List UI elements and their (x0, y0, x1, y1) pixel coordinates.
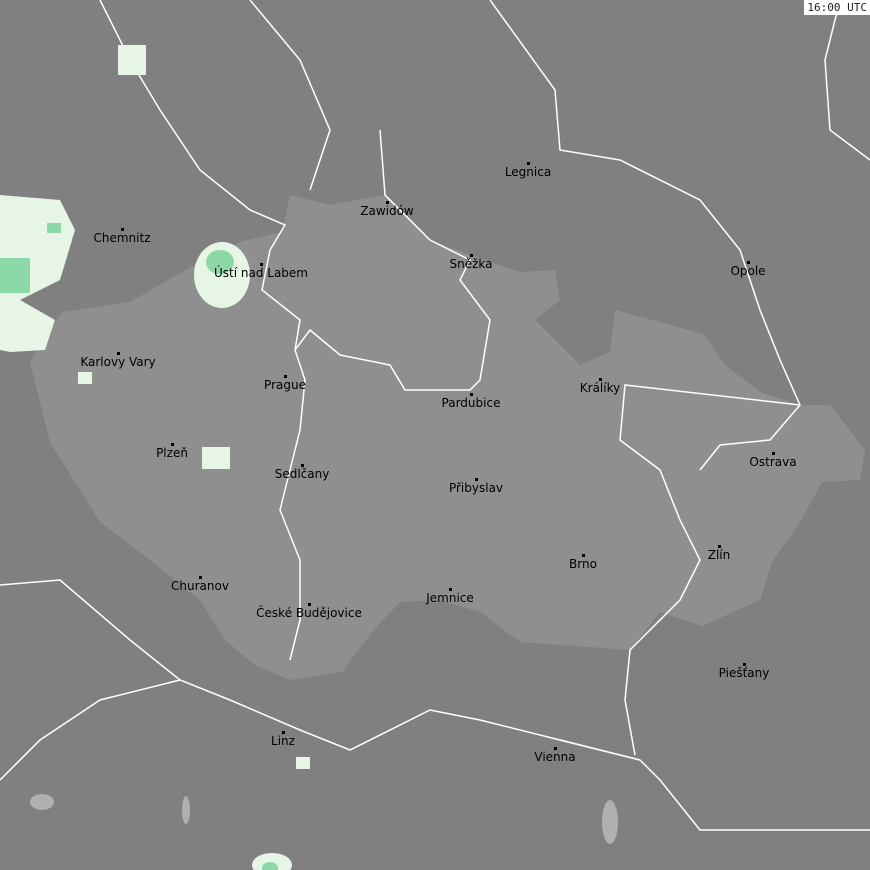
city-marker (747, 261, 750, 264)
borders (0, 0, 870, 831)
city-marker (554, 747, 557, 750)
city-marker (301, 464, 304, 467)
city-marker (772, 452, 775, 455)
city-marker (171, 443, 174, 446)
city-label: Chemnitz (93, 231, 151, 245)
city-marker (282, 731, 285, 734)
city-marker (582, 554, 585, 557)
city-marker (308, 603, 311, 606)
city-marker (470, 393, 473, 396)
city-label: Legnica (504, 165, 552, 179)
city-label: Prague (264, 378, 306, 392)
city-label: Pardubice (441, 396, 501, 410)
timestamp: 16:00 UTC (804, 0, 870, 15)
city-marker (199, 576, 202, 579)
city-marker (386, 201, 389, 204)
city-label: Piešťany (718, 666, 770, 680)
city-marker (121, 228, 124, 231)
city-label: Linz (271, 734, 295, 748)
city-label: Opole (730, 264, 766, 278)
city-label: Vienna (534, 750, 576, 764)
city-label: Zawidów (360, 204, 414, 218)
city-marker (449, 588, 452, 591)
lakes (30, 794, 618, 844)
city-label: Karlovy Vary (80, 355, 156, 369)
city-marker (718, 545, 721, 548)
city-label: Králíky (579, 381, 621, 395)
city-label: Jemnice (426, 591, 474, 605)
city-marker (527, 162, 530, 165)
city-marker (117, 352, 120, 355)
city-marker (284, 375, 287, 378)
city-label: Ostrava (749, 455, 797, 469)
city-label: České Budějovice (256, 606, 362, 620)
city-label: Ústí nad Labem (213, 266, 309, 280)
city-label: Sedlčany (274, 467, 330, 481)
city-label: Churanov (171, 579, 229, 593)
precipitation (0, 45, 310, 870)
city-label: Brno (569, 557, 597, 571)
city-label: Zlín (707, 548, 731, 562)
city-marker (260, 263, 263, 266)
city-marker (599, 378, 602, 381)
city-marker (743, 663, 746, 666)
city-marker (475, 478, 478, 481)
city-label: Přibyslav (448, 481, 504, 495)
czech-region (30, 195, 865, 680)
city-label: Sněžka (449, 257, 493, 271)
city-label: Plzeň (156, 446, 188, 460)
city-marker (470, 254, 473, 257)
